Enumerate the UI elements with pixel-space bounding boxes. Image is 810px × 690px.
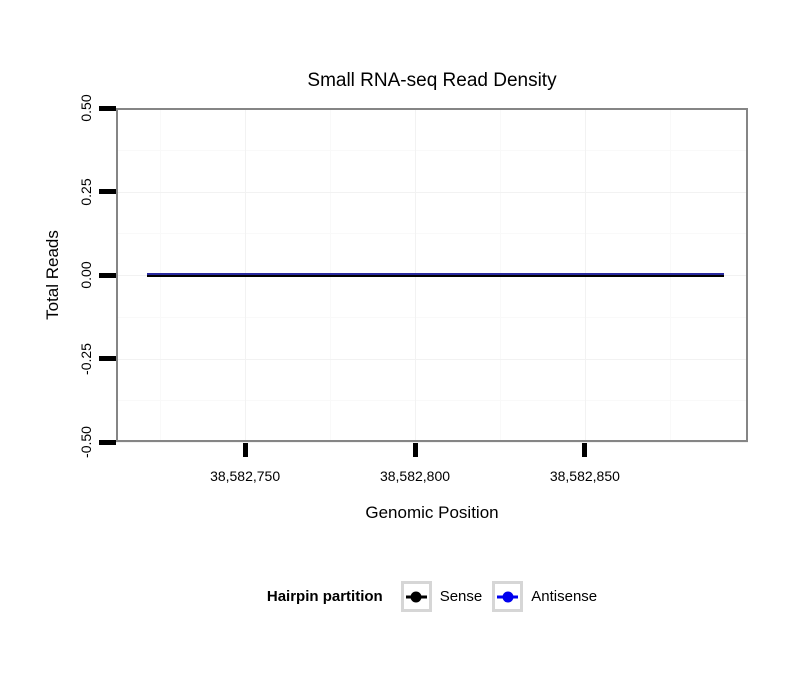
x-tick	[582, 443, 588, 457]
legend-label-antisense: Antisense	[531, 588, 598, 605]
y-tick-label: 0.25	[78, 177, 94, 206]
x-tick-label: 38,582,850	[549, 468, 620, 484]
y-major-gridline	[116, 442, 748, 443]
y-tick	[99, 272, 116, 278]
legend-item-sense: Sense	[400, 581, 483, 612]
y-tick-label: -0.50	[78, 426, 94, 458]
y-tick	[99, 105, 116, 111]
legend-label-sense: Sense	[439, 588, 483, 605]
x-tick-label: 38,582,800	[379, 468, 451, 484]
legend-title: Hairpin partition	[266, 588, 383, 605]
legend-item-antisense: Antisense	[492, 581, 597, 612]
x-tick	[412, 443, 418, 457]
x-tick-label: 38,582,750	[210, 468, 281, 484]
antisense-point-icon	[502, 591, 514, 602]
y-tick-label: 0.00	[78, 261, 94, 289]
y-axis-title: Total Reads	[43, 230, 62, 320]
x-axis-title: Genomic Position	[365, 503, 499, 522]
y-major-gridline	[116, 191, 748, 193]
y-minor-gridline	[116, 316, 748, 318]
y-major-gridline	[116, 108, 748, 109]
y-tick-label: -0.25	[78, 342, 94, 375]
y-minor-gridline	[116, 233, 748, 235]
x-tick	[242, 443, 248, 457]
chart-title: Small RNA-seq Read Density	[307, 70, 557, 91]
sense-series-line	[146, 274, 725, 277]
y-tick	[99, 356, 116, 361]
legend: Hairpin partition Sense Antisense	[116, 581, 748, 612]
sense-point-icon	[410, 591, 422, 602]
legend-key-sense	[400, 581, 432, 612]
y-minor-gridline	[116, 400, 748, 402]
y-minor-gridline	[116, 149, 748, 151]
antisense-series-line	[146, 273, 725, 275]
y-tick	[99, 189, 116, 194]
y-major-gridline	[116, 358, 748, 360]
y-tick-label: 0.50	[78, 94, 94, 122]
y-tick	[99, 439, 116, 445]
legend-key-antisense	[492, 581, 524, 612]
